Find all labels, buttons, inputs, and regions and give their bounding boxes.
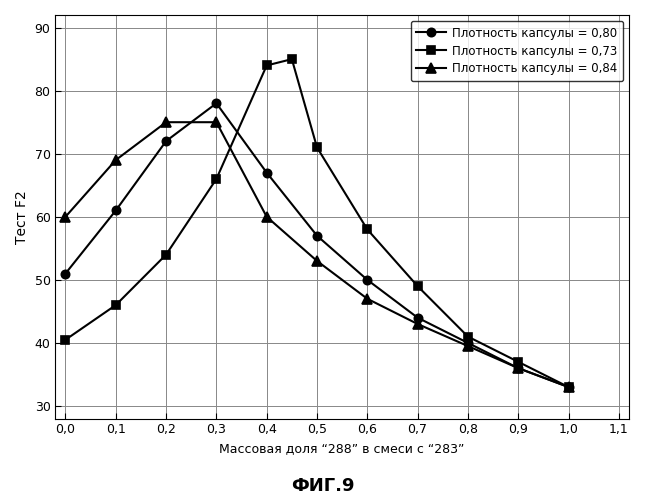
Плотность капсулы = 0,73 bbox=[112, 302, 120, 308]
Плотность капсулы = 0,84 bbox=[163, 119, 170, 125]
Плотность капсулы = 0,73 bbox=[313, 144, 321, 150]
Плотность капсулы = 0,84 bbox=[413, 321, 421, 327]
Плотность капсулы = 0,84 bbox=[514, 365, 522, 371]
Плотность капсулы = 0,73 bbox=[212, 176, 220, 182]
Плотность капсулы = 0,73 bbox=[363, 226, 371, 232]
Плотность капсулы = 0,80 bbox=[163, 138, 170, 144]
Плотность капсулы = 0,80 bbox=[413, 314, 421, 320]
Line: Плотность капсулы = 0,84: Плотность капсулы = 0,84 bbox=[61, 118, 573, 392]
Плотность капсулы = 0,84 bbox=[62, 214, 70, 220]
Плотность капсулы = 0,73 bbox=[62, 337, 70, 343]
Плотность капсулы = 0,73 bbox=[514, 359, 522, 365]
Плотность капсулы = 0,80 bbox=[263, 170, 270, 175]
X-axis label: Массовая доля “288” в смеси с “283”: Массовая доля “288” в смеси с “283” bbox=[219, 442, 465, 455]
Y-axis label: Тест F2: Тест F2 bbox=[15, 190, 29, 244]
Плотность капсулы = 0,73 bbox=[288, 56, 295, 62]
Плотность капсулы = 0,80 bbox=[112, 208, 120, 214]
Плотность капсулы = 0,84 bbox=[363, 296, 371, 302]
Плотность капсулы = 0,80 bbox=[313, 232, 321, 238]
Плотность капсулы = 0,80 bbox=[564, 384, 572, 390]
Плотность капсулы = 0,73 bbox=[263, 62, 270, 68]
Line: Плотность капсулы = 0,80: Плотность капсулы = 0,80 bbox=[61, 99, 573, 391]
Плотность капсулы = 0,80 bbox=[363, 277, 371, 283]
Плотность капсулы = 0,80 bbox=[62, 270, 70, 276]
Text: ФИГ.9: ФИГ.9 bbox=[291, 477, 354, 495]
Плотность капсулы = 0,73 bbox=[464, 334, 471, 340]
Плотность капсулы = 0,80 bbox=[464, 340, 471, 346]
Плотность капсулы = 0,73 bbox=[413, 283, 421, 289]
Line: Плотность капсулы = 0,73: Плотность капсулы = 0,73 bbox=[61, 55, 573, 391]
Плотность капсулы = 0,73 bbox=[163, 252, 170, 258]
Плотность капсулы = 0,84 bbox=[212, 119, 220, 125]
Плотность капсулы = 0,84 bbox=[263, 214, 270, 220]
Плотность капсулы = 0,80 bbox=[514, 365, 522, 371]
Плотность капсулы = 0,84 bbox=[313, 258, 321, 264]
Плотность капсулы = 0,84 bbox=[112, 157, 120, 163]
Плотность капсулы = 0,84 bbox=[564, 384, 572, 390]
Плотность капсулы = 0,80 bbox=[212, 100, 220, 106]
Плотность капсулы = 0,73 bbox=[564, 384, 572, 390]
Плотность капсулы = 0,84 bbox=[464, 343, 471, 349]
Legend: Плотность капсулы = 0,80, Плотность капсулы = 0,73, Плотность капсулы = 0,84: Плотность капсулы = 0,80, Плотность капс… bbox=[410, 21, 623, 81]
